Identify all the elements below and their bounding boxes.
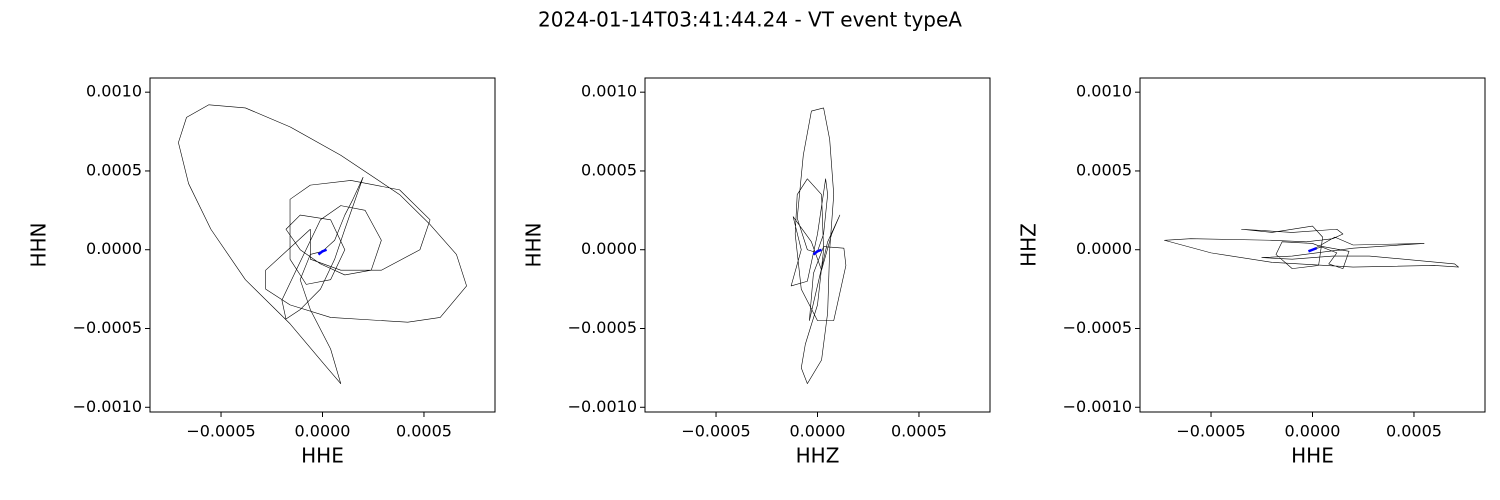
y-tick-label: 0.0005 [86, 160, 142, 179]
y-axis-label: HHZ [1017, 223, 1041, 267]
x-tick-label: 0.0000 [295, 422, 351, 441]
x-tick-label: 0.0005 [396, 422, 452, 441]
y-tick-label: 0.0005 [581, 160, 637, 179]
y-tick-label: 0.0000 [1076, 239, 1132, 258]
x-tick-label: −0.0005 [186, 422, 255, 441]
x-tick-label: −0.0005 [681, 422, 750, 441]
x-tick-label: 0.0005 [891, 422, 947, 441]
y-tick-label: 0.0010 [1076, 82, 1132, 101]
x-axis-label: HHZ [796, 444, 840, 468]
trace [790, 107, 847, 384]
y-tick-label: −0.0005 [568, 318, 637, 337]
trace [812, 248, 823, 256]
y-tick-label: −0.0005 [1063, 318, 1132, 337]
y-tick-label: −0.0010 [73, 397, 142, 416]
y-tick-label: 0.0010 [86, 82, 142, 101]
y-axis-label: HHN [27, 222, 51, 267]
x-axis-label: HHE [1291, 444, 1334, 468]
x-tick-label: 0.0000 [1285, 422, 1341, 441]
y-tick-label: 0.0005 [1076, 160, 1132, 179]
trace [1307, 246, 1318, 253]
x-axis-label: HHE [301, 444, 344, 468]
axes-frame [1139, 77, 1486, 413]
axes-frame [644, 77, 991, 413]
x-tick-label: 0.0000 [790, 422, 846, 441]
y-tick-label: 0.0010 [581, 82, 637, 101]
trace [1164, 225, 1459, 269]
x-tick-label: 0.0005 [1386, 422, 1442, 441]
y-tick-label: 0.0000 [86, 239, 142, 258]
trace [317, 248, 328, 256]
trace [178, 104, 467, 384]
y-tick-label: −0.0010 [1063, 397, 1132, 416]
x-tick-label: −0.0005 [1176, 422, 1245, 441]
y-tick-label: 0.0000 [581, 239, 637, 258]
axes-frame [149, 77, 496, 413]
y-tick-label: −0.0010 [568, 397, 637, 416]
figure-title: 2024-01-14T03:41:44.24 - VT event typeA [538, 8, 962, 32]
y-axis-label: HHN [522, 222, 546, 267]
y-tick-label: −0.0005 [73, 318, 142, 337]
